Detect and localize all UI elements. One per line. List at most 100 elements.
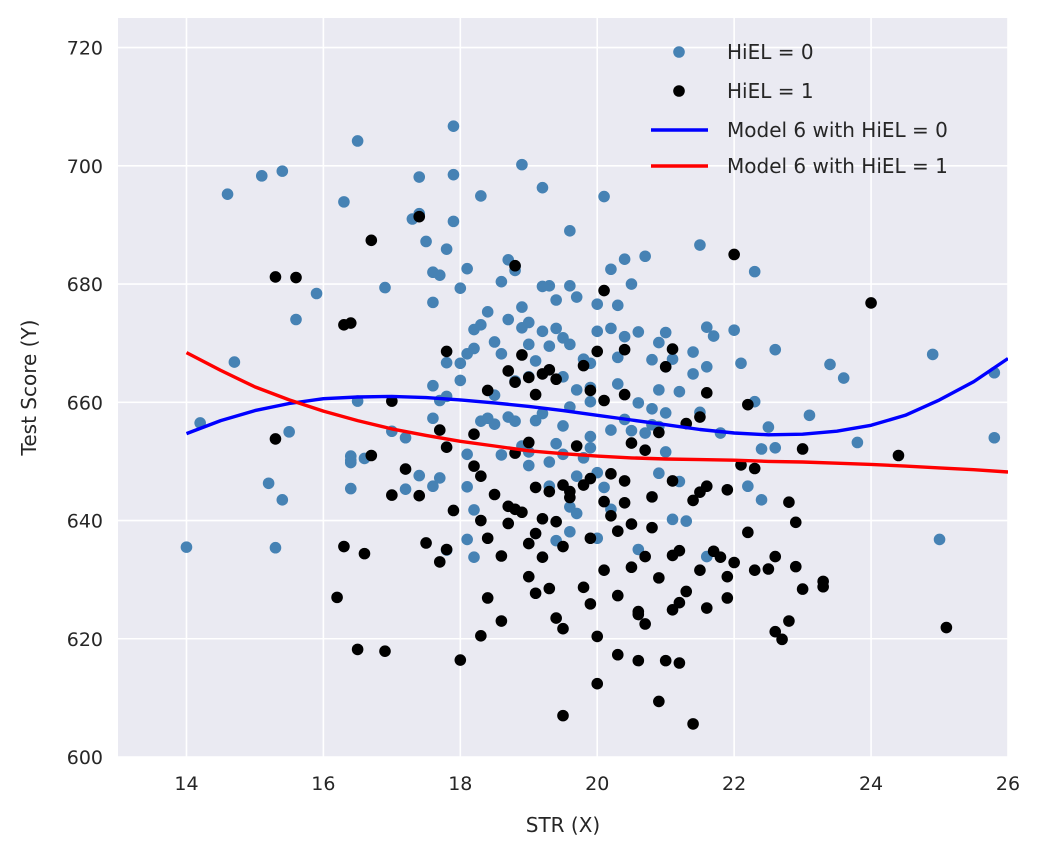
hiel1-point <box>570 440 583 452</box>
hiel1-point <box>536 512 549 525</box>
hiel0-point <box>502 313 515 326</box>
hiel1-point <box>892 449 905 462</box>
legend-marker <box>673 85 685 97</box>
hiel0-point <box>632 397 645 409</box>
hiel1-point <box>591 345 604 358</box>
hiel1-point <box>584 472 597 485</box>
hiel0-point <box>618 253 631 266</box>
hiel1-point <box>618 388 631 401</box>
hiel0-point <box>837 372 850 384</box>
hiel1-point <box>584 384 597 397</box>
hiel1-point <box>344 317 357 329</box>
hiel1-point <box>475 470 487 482</box>
hiel0-point <box>625 278 638 290</box>
hiel0-point <box>611 299 624 312</box>
hiel1-point <box>646 521 658 534</box>
hiel0-point <box>543 280 556 292</box>
legend-label: HiEL = 1 <box>727 79 814 103</box>
hiel0-point <box>420 235 432 248</box>
hiel1-point <box>488 488 501 501</box>
hiel1-point <box>502 517 515 530</box>
hiel0-point <box>516 158 528 171</box>
hiel0-point <box>488 336 501 348</box>
hiel1-point <box>673 657 686 669</box>
hiel1-point <box>796 443 809 455</box>
hiel0-point <box>468 504 480 516</box>
hiel0-point <box>454 357 467 370</box>
hiel1-point <box>413 489 426 502</box>
hiel0-point <box>427 379 439 392</box>
hiel0-point <box>557 420 569 432</box>
hiel0-point <box>399 431 412 444</box>
hiel1-point <box>625 437 638 449</box>
hiel1-point <box>502 365 515 377</box>
legend-label: HiEL = 0 <box>727 40 814 64</box>
hiel0-point <box>440 243 453 255</box>
hiel1-point <box>591 677 604 690</box>
hiel1-point <box>632 608 645 621</box>
hiel0-point <box>694 239 706 251</box>
hiel1-point <box>769 550 782 563</box>
x-tick-label: 20 <box>585 773 609 795</box>
hiel1-point <box>721 592 734 604</box>
hiel1-point <box>386 489 398 501</box>
hiel0-point <box>338 196 350 208</box>
hiel1-point <box>940 621 953 634</box>
hiel1-point <box>700 387 713 399</box>
hiel1-point <box>748 564 761 576</box>
hiel0-point <box>632 326 645 338</box>
hiel1-point <box>529 527 542 540</box>
hiel1-point <box>433 424 446 436</box>
hiel0-point <box>461 481 473 493</box>
hiel1-point <box>769 625 782 638</box>
hiel0-point <box>283 426 295 438</box>
hiel0-point <box>228 356 241 368</box>
hiel0-point <box>276 494 289 506</box>
y-tick-label: 720 <box>67 38 103 60</box>
hiel1-point <box>557 709 569 722</box>
hiel0-point <box>522 338 535 351</box>
hiel0-point <box>646 353 658 366</box>
hiel0-point <box>851 436 864 449</box>
gridlines <box>118 18 1009 758</box>
hiel1-point <box>611 525 624 537</box>
hiel1-point <box>440 441 453 454</box>
hiel1-point <box>509 376 521 388</box>
hiel1-point <box>714 551 727 563</box>
hiel0-point <box>433 472 446 484</box>
hiel0-point <box>509 415 521 427</box>
hiel1-point <box>468 428 480 441</box>
hiel0-point <box>687 368 699 380</box>
hiel0-point <box>550 294 562 306</box>
model-line-hiel1 <box>185 351 1008 474</box>
hiel1-point <box>618 343 631 356</box>
y-tick-label: 660 <box>67 392 103 414</box>
hiel0-point <box>447 215 460 228</box>
hiel1-point <box>687 494 699 507</box>
hiel0-point <box>639 427 651 439</box>
hiel0-point <box>653 467 665 480</box>
hiel1-point <box>673 596 686 609</box>
hiel0-point <box>700 321 713 333</box>
hiel0-point <box>440 356 453 369</box>
hiel1-point <box>742 526 754 539</box>
hiel1-point <box>440 345 453 358</box>
hiel0-point <box>564 525 576 538</box>
hiel1-point <box>666 475 679 487</box>
hiel1-point <box>632 654 645 667</box>
hiel1-point <box>653 572 665 584</box>
hiel0-point <box>748 265 761 278</box>
hiel0-point <box>543 340 556 352</box>
hiel1-point <box>783 496 795 508</box>
hiel0-point <box>687 346 699 358</box>
hiel0-point <box>570 291 583 303</box>
hiel0-point <box>611 351 624 364</box>
hiel0-point <box>550 322 562 335</box>
hiel1-point <box>468 460 480 472</box>
x-tick-label: 16 <box>311 773 335 795</box>
hiel1-point <box>475 630 487 642</box>
hiel1-point <box>495 550 508 562</box>
hiel0-point <box>427 480 439 493</box>
hiel0-point <box>926 348 939 361</box>
